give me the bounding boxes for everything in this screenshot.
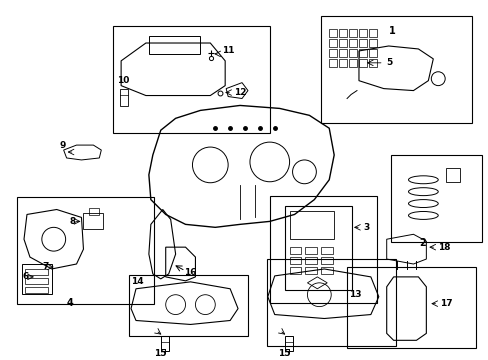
- Bar: [161, 336, 168, 351]
- Text: 1: 1: [388, 26, 395, 36]
- Text: 10: 10: [117, 76, 129, 85]
- Bar: [346, 267, 475, 348]
- Bar: [289, 267, 301, 274]
- Bar: [339, 59, 346, 67]
- Bar: [269, 195, 376, 303]
- Bar: [339, 49, 346, 57]
- Bar: [328, 59, 336, 67]
- Text: 6: 6: [22, 273, 28, 282]
- Bar: [348, 49, 356, 57]
- Bar: [25, 278, 48, 284]
- Bar: [289, 257, 301, 264]
- Bar: [129, 275, 247, 336]
- Bar: [266, 259, 395, 346]
- Text: 3: 3: [362, 223, 368, 232]
- Text: 12: 12: [234, 88, 246, 97]
- Bar: [339, 29, 346, 37]
- Bar: [339, 39, 346, 47]
- Text: 18: 18: [437, 243, 450, 252]
- Bar: [321, 16, 471, 123]
- Bar: [348, 29, 356, 37]
- Bar: [348, 39, 356, 47]
- Bar: [321, 257, 332, 264]
- Bar: [321, 267, 332, 274]
- Bar: [25, 269, 48, 275]
- Text: 8: 8: [69, 217, 76, 226]
- Bar: [368, 29, 376, 37]
- Bar: [113, 26, 269, 133]
- Text: 14: 14: [131, 277, 143, 286]
- Bar: [17, 197, 154, 303]
- Text: 15: 15: [154, 349, 167, 358]
- Bar: [289, 211, 333, 239]
- Bar: [328, 29, 336, 37]
- Bar: [321, 247, 332, 254]
- Bar: [305, 247, 317, 254]
- Text: 2: 2: [418, 238, 425, 248]
- Text: 9: 9: [60, 141, 66, 150]
- Text: 15: 15: [278, 349, 290, 358]
- Bar: [83, 213, 103, 229]
- Text: 16: 16: [183, 268, 196, 277]
- Bar: [25, 287, 48, 293]
- Bar: [390, 155, 481, 242]
- Bar: [305, 267, 317, 274]
- Bar: [445, 168, 459, 182]
- Bar: [358, 29, 366, 37]
- Bar: [368, 59, 376, 67]
- Text: 5: 5: [386, 58, 392, 67]
- Bar: [358, 49, 366, 57]
- Text: 13: 13: [348, 290, 361, 299]
- Bar: [120, 89, 128, 107]
- Bar: [328, 39, 336, 47]
- Bar: [328, 49, 336, 57]
- Bar: [358, 59, 366, 67]
- Bar: [148, 36, 200, 54]
- Bar: [284, 336, 292, 351]
- Text: 17: 17: [439, 299, 452, 308]
- Bar: [89, 207, 99, 215]
- Bar: [305, 257, 317, 264]
- Text: 4: 4: [66, 298, 73, 308]
- Bar: [368, 49, 376, 57]
- Text: 11: 11: [222, 46, 234, 55]
- Bar: [348, 59, 356, 67]
- Bar: [358, 39, 366, 47]
- Bar: [284, 206, 351, 290]
- Bar: [289, 247, 301, 254]
- Bar: [368, 39, 376, 47]
- Text: 7: 7: [43, 262, 49, 271]
